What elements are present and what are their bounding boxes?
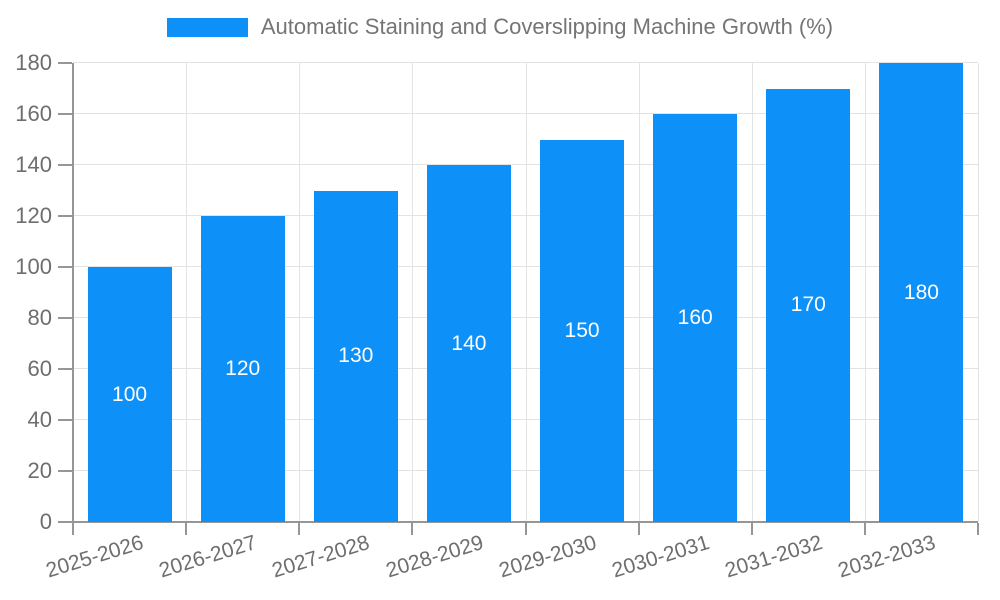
x-gridline — [525, 63, 527, 522]
y-axis-tick-label: 120 — [15, 203, 52, 228]
x-axis-tick — [524, 523, 527, 535]
bar-2029-2030[interactable]: 150 — [540, 139, 625, 522]
bar-2025-2026[interactable]: 100 — [87, 267, 172, 522]
plot-area: 0 20 40 60 80 100 120 140 160 180 100 2025-2026 120 2… — [15, 51, 979, 582]
x-category-label: 2030-2031 — [609, 531, 712, 583]
y-axis-tick — [58, 62, 72, 64]
y-axis-tick — [58, 470, 72, 472]
x-axis-tick — [750, 523, 753, 535]
x-axis-tick — [637, 523, 640, 535]
bar-value-label: 140 — [451, 331, 487, 355]
y-axis-tick — [58, 164, 72, 166]
y-axis-tick-label: 140 — [15, 152, 52, 177]
y-axis-tick-label: 0 — [39, 509, 52, 534]
x-gridline — [751, 63, 753, 522]
x-gridline — [299, 63, 301, 522]
y-axis-line — [72, 63, 74, 522]
bar-value-label: 100 — [112, 382, 148, 406]
x-gridline — [186, 63, 188, 522]
bar-value-label: 130 — [338, 344, 374, 368]
bar-2027-2028[interactable]: 130 — [313, 190, 398, 522]
bar-2026-2027[interactable]: 120 — [200, 216, 285, 522]
x-axis-tick — [863, 523, 866, 535]
y-gridline — [73, 62, 978, 63]
bar-value-label: 180 — [903, 280, 939, 304]
y-axis-tick — [58, 266, 72, 268]
y-axis-tick — [58, 368, 72, 370]
x-category-label: 2032-2033 — [835, 531, 939, 583]
y-axis-tick — [58, 113, 72, 115]
bar-value-label: 120 — [225, 357, 261, 380]
y-axis-tick — [58, 521, 72, 523]
x-category-label: 2031-2032 — [722, 531, 826, 583]
bar-2030-2031[interactable]: 160 — [653, 114, 738, 522]
bar-2032-2033[interactable]: 180 — [879, 63, 964, 522]
bar-2031-2032[interactable]: 170 — [766, 88, 851, 522]
legend[interactable]: Automatic Staining and Coverslipping Mac… — [0, 14, 1000, 40]
bar-value-label: 170 — [790, 293, 826, 317]
x-axis-tick — [185, 523, 188, 535]
y-axis-tick — [58, 317, 72, 319]
x-category-label: 2025-2026 — [43, 531, 147, 583]
bar-value-label: 160 — [677, 306, 713, 329]
x-gridline — [412, 63, 414, 522]
y-axis-tick — [58, 215, 72, 217]
x-category-label: 2029-2030 — [496, 531, 599, 583]
y-axis-tick — [58, 419, 72, 421]
legend-swatch — [166, 17, 248, 37]
bar-2028-2029[interactable]: 140 — [426, 165, 511, 522]
y-axis-tick-label: 60 — [27, 356, 52, 381]
bar-value-label: 150 — [564, 318, 600, 342]
x-axis-tick — [298, 523, 301, 535]
y-axis-tick-label: 160 — [15, 101, 52, 126]
x-axis-tick — [72, 523, 74, 535]
x-axis-tick — [411, 523, 414, 535]
legend-label: Automatic Staining and Coverslipping Mac… — [260, 14, 834, 39]
y-axis-tick-label: 40 — [27, 407, 52, 432]
y-axis-tick-label: 180 — [15, 50, 52, 75]
x-category-label: 2026-2027 — [156, 531, 260, 583]
x-gridline — [864, 63, 866, 522]
y-axis-tick-label: 20 — [27, 458, 52, 483]
x-axis-tick — [977, 523, 979, 535]
x-category-label: 2027-2028 — [269, 531, 373, 583]
x-gridline — [978, 63, 979, 522]
y-axis-tick-label: 80 — [27, 305, 52, 330]
x-gridline — [638, 63, 640, 522]
y-axis-tick-label: 100 — [15, 254, 52, 279]
x-category-label: 2028-2029 — [382, 531, 486, 583]
